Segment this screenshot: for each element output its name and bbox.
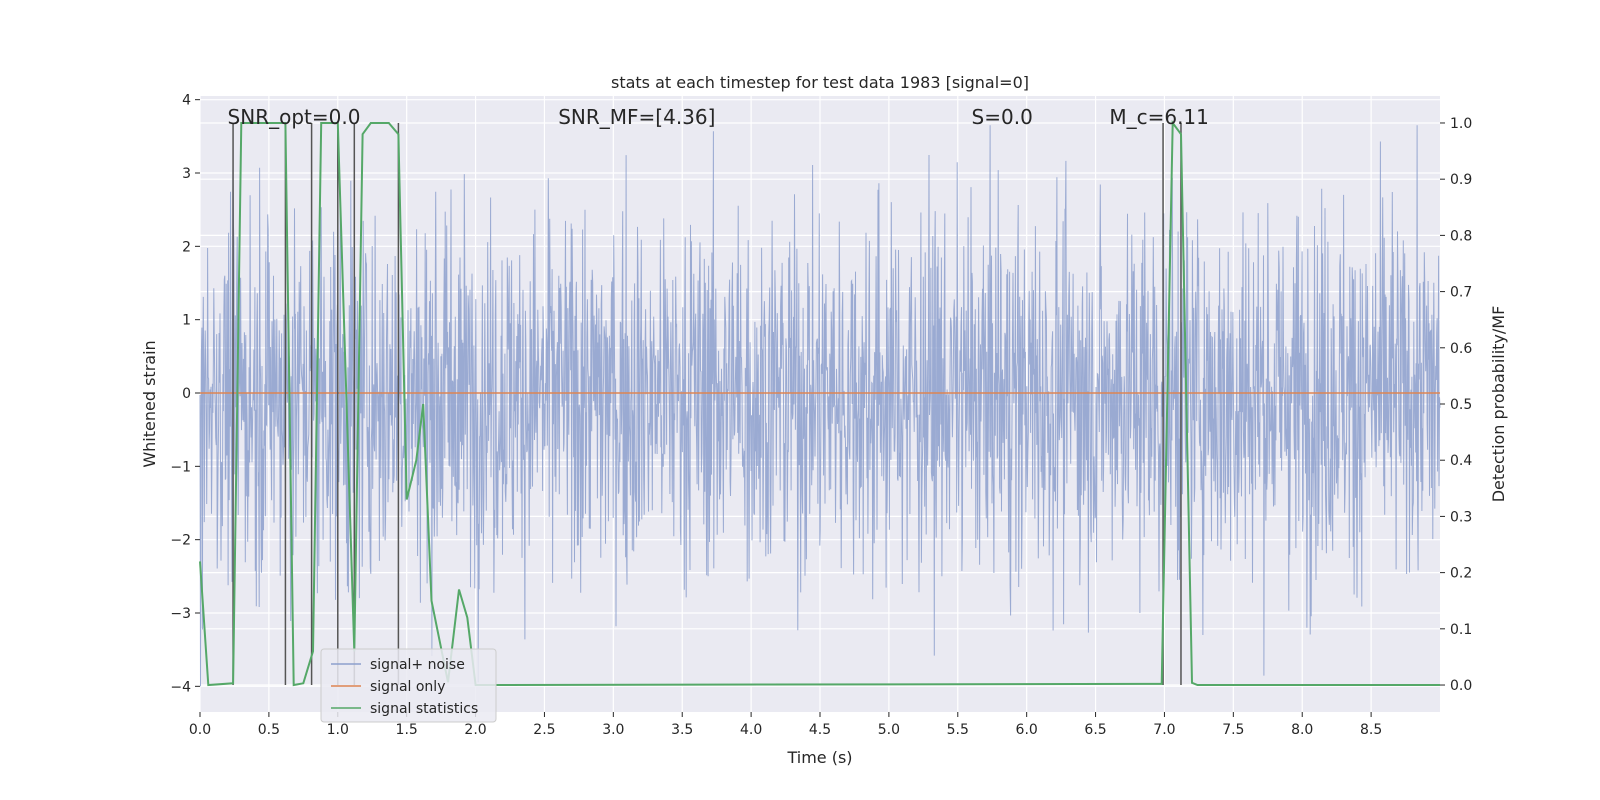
y-right-tick-label: 0.4 [1450,453,1472,469]
x-tick-label: 0.0 [189,722,211,738]
chart-title: stats at each timestep for test data 198… [611,73,1029,92]
y-tick-label: 4 [182,93,191,109]
x-tick-label: 1.5 [396,722,418,738]
annotation-label: S=0.0 [972,105,1033,129]
annotation-label: SNR_opt=0.0 [228,105,361,129]
y-right-tick-label: 0.0 [1450,678,1472,694]
x-tick-label: 8.0 [1291,722,1313,738]
y-tick-label: −2 [170,533,191,549]
x-tick-label: 3.0 [602,722,624,738]
y-tick-label: −3 [170,606,191,622]
y-tick-label: 0 [182,386,191,402]
x-tick-label: 5.5 [947,722,969,738]
y-right-tick-label: 0.8 [1450,228,1472,244]
x-tick-label: 3.5 [671,722,693,738]
x-tick-label: 7.0 [1153,722,1175,738]
legend-label-noise: signal+ noise [370,657,465,673]
y-right-tick-label: 0.7 [1450,285,1472,301]
x-tick-label: 7.5 [1222,722,1244,738]
x-tick-label: 6.0 [1016,722,1038,738]
y-right-tick-label: 1.0 [1450,116,1472,132]
y-right-tick-label: 0.5 [1450,397,1472,413]
y-tick-label: 3 [182,166,191,182]
annotation-label: SNR_MF=[4.36] [558,105,715,129]
legend-label-statistics: signal statistics [370,701,478,717]
y-tick-label: 2 [182,239,191,255]
x-tick-label: 6.5 [1084,722,1106,738]
y-axis-ticks: −4 −3 −2 −1 0 1 2 3 4 [170,93,200,695]
x-axis-label: Time (s) [786,748,852,767]
x-tick-label: 8.5 [1360,722,1382,738]
y-tick-label: −4 [170,679,191,695]
statistics-line [199,120,1440,687]
x-tick-label: 4.0 [740,722,762,738]
series-signal-statistics [199,120,1440,687]
x-tick-label: 0.5 [258,722,280,738]
y-right-tick-label: 0.2 [1450,566,1472,582]
annotations: SNR_opt=0.0 SNR_MF=[4.36] S=0.0 M_c=6.11 [228,105,1209,129]
x-tick-label: 4.5 [809,722,831,738]
annotation-label: M_c=6.11 [1109,105,1209,129]
x-axis-ticks: 0.0 0.5 1.0 1.5 2.0 2.5 3.0 3.5 4.0 4.5 5.0 5.5 6.0 6… [189,712,1382,738]
y-right-axis-label: Detection probability/MF [1489,306,1508,503]
y-right-tick-label: 0.6 [1450,341,1472,357]
y-right-tick-label: 0.3 [1450,509,1472,525]
legend-box [320,648,497,723]
vertical-markers [232,122,1182,686]
legend-label-signal-only: signal only [370,679,445,695]
x-tick-label: 5.0 [878,722,900,738]
x-tick-label: 1.0 [327,722,349,738]
y-right-tick-label: 0.1 [1450,622,1472,638]
x-tick-label: 2.5 [533,722,555,738]
y-right-tick-label: 0.9 [1450,172,1472,188]
legend: signal+ noise signal only signal statist… [320,648,497,723]
x-tick-label: 2.0 [464,722,486,738]
y-axis-label: Whitened strain [140,340,159,467]
y-right-axis-ticks: 0.0 0.1 0.2 0.3 0.4 0.5 0.6 0.7 0.8 0.9 1.0 [1440,116,1472,694]
y-tick-label: −1 [170,459,191,475]
y-tick-label: 1 [182,313,191,329]
